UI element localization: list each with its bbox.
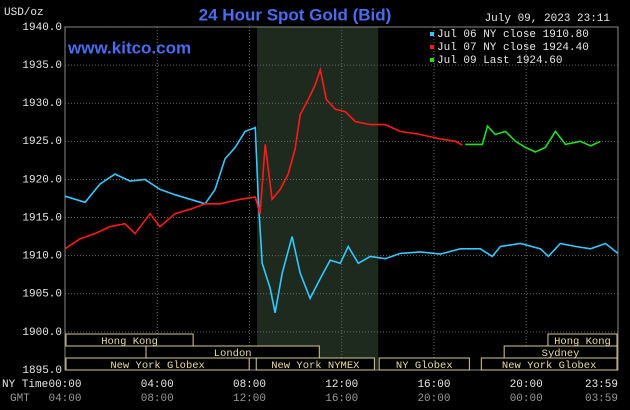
session-bar — [480, 357, 618, 371]
gmt-tick-label: 12:00 — [233, 393, 266, 405]
highlight-band — [257, 27, 379, 370]
y-tick-label: 1895.0 — [22, 365, 62, 377]
price-line — [64, 126, 619, 313]
session-label: Hong Kong — [554, 336, 611, 348]
x-tick-label: 16:00 — [417, 379, 450, 391]
site-label: www.kitco.com — [67, 38, 191, 57]
session-label: London — [214, 348, 252, 360]
gmt-tick-label: 16:00 — [325, 393, 358, 405]
x-axis-label: NY Time — [2, 379, 48, 391]
y-tick-label: 1910.0 — [22, 251, 62, 263]
session-bar — [378, 357, 470, 371]
legend-entry: Jul 09 Last 1924.60 — [437, 55, 562, 67]
gmt-tick-label: 08:00 — [141, 393, 174, 405]
legend-swatch — [430, 45, 434, 49]
y-tick-label: 1935.0 — [22, 60, 62, 72]
timestamp: July 09, 2023 23:11 — [485, 13, 611, 25]
session-bar — [65, 357, 250, 371]
session-label: Sydney — [542, 348, 580, 360]
price-line — [465, 124, 601, 153]
session-label: Hong Kong — [101, 336, 158, 348]
chart-title: 24 Hour Spot Gold (Bid) — [199, 5, 392, 24]
session-label: New York Globex — [502, 360, 597, 372]
x-tick-label: 23:59 — [585, 379, 618, 391]
legend-entry: Jul 07 NY close 1924.40 — [437, 42, 589, 54]
unit-label: USD/oz — [4, 7, 44, 19]
x-tick-label: 20:00 — [510, 379, 543, 391]
x-axis-label: GMT — [10, 393, 30, 405]
gmt-tick-label: 00:00 — [510, 393, 543, 405]
legend-entry: Jul 06 NY close 1910.80 — [437, 29, 589, 41]
session-bar — [255, 357, 375, 371]
price-line — [64, 66, 463, 250]
y-tick-label: 1900.0 — [22, 327, 62, 339]
y-tick-label: 1940.0 — [22, 22, 62, 34]
y-tick-label: 1905.0 — [22, 289, 62, 301]
gmt-tick-label: 03:59 — [585, 393, 618, 405]
gmt-tick-label: 04:00 — [48, 393, 81, 405]
y-tick-label: 1915.0 — [22, 212, 62, 224]
gmt-tick-label: 20:00 — [417, 393, 450, 405]
x-tick-label: 08:00 — [233, 379, 266, 391]
x-tick-label: 00:00 — [48, 379, 81, 391]
x-tick-label: 12:00 — [325, 379, 358, 391]
session-label: New York NYMEX — [271, 360, 360, 372]
y-tick-label: 1930.0 — [22, 98, 62, 110]
session-bar — [65, 333, 194, 347]
x-tick-label: 04:00 — [141, 379, 174, 391]
session-label: NY Globex — [396, 360, 453, 372]
session-label: New York Globex — [110, 360, 205, 372]
legend-swatch — [430, 32, 434, 36]
legend-swatch — [430, 58, 434, 62]
y-tick-label: 1920.0 — [22, 174, 62, 186]
y-tick-label: 1925.0 — [22, 136, 62, 148]
